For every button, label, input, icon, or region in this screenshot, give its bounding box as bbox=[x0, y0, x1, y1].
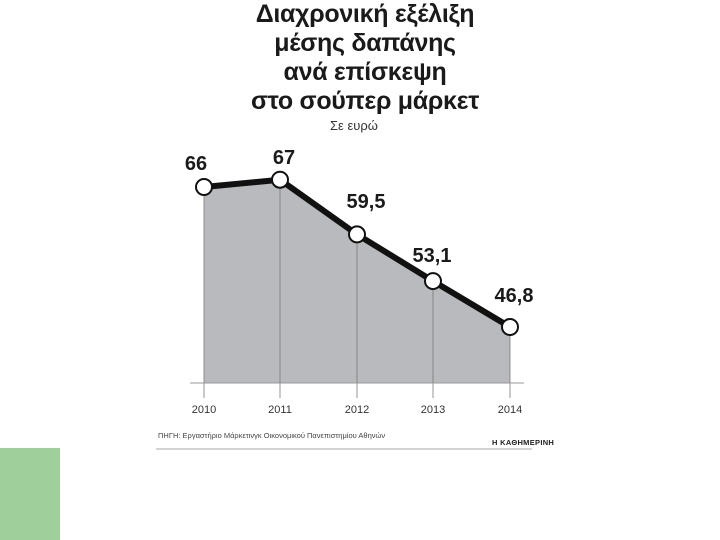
chart-title: Διαχρονική εξέλιξη μέσης δαπάνης ανά επί… bbox=[150, 0, 580, 116]
chart-title-line: Διαχρονική εξέλιξη bbox=[255, 0, 475, 28]
data-point-2011 bbox=[271, 170, 289, 189]
chart-subtitle: Σε ευρώ bbox=[330, 118, 378, 133]
chart-title-line: στο σούπερ μάρκετ bbox=[250, 87, 480, 115]
data-point-2012 bbox=[348, 225, 366, 244]
decorative-green-block bbox=[0, 448, 60, 540]
data-point-2010 bbox=[195, 178, 213, 196]
x-tick-label-2012: 2012 bbox=[345, 404, 369, 416]
x-tick-label-2014: 2014 bbox=[498, 404, 522, 416]
data-label-2011: 67 bbox=[273, 147, 295, 169]
data-label-2014: 46,8 bbox=[495, 285, 534, 307]
divider bbox=[156, 448, 532, 450]
x-tick-label-2011: 2011 bbox=[268, 404, 292, 416]
data-point-2013 bbox=[424, 272, 442, 291]
x-tick-label-2013: 2013 bbox=[421, 404, 445, 416]
data-label-2010: 66 bbox=[185, 153, 207, 175]
data-label-2012: 59,5 bbox=[347, 191, 386, 213]
x-tick-label-2010: 2010 bbox=[192, 404, 216, 416]
source-note: ΠΗΓΗ: Εργαστήριο Μάρκετινγκ Οικονομικού … bbox=[158, 431, 386, 440]
data-label-2013: 53,1 bbox=[413, 245, 452, 267]
chart-title-line: μέσης δαπάνης bbox=[274, 29, 456, 57]
publisher-brand: Η ΚΑΘΗΜΕΡΙΝΗ bbox=[492, 438, 555, 447]
chart-title-line: ανά επίσκεψη bbox=[283, 58, 447, 86]
data-point-2014 bbox=[501, 318, 519, 336]
